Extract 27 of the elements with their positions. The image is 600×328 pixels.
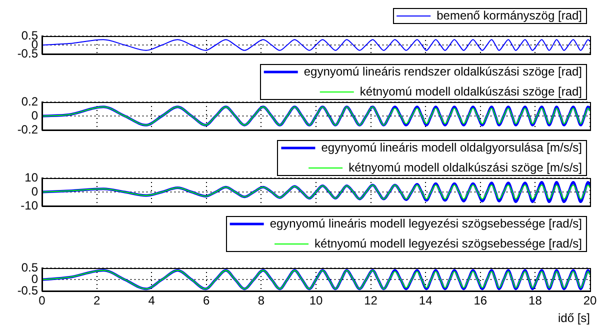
x-tick-label: 2	[93, 294, 100, 308]
y-tick-label: 0.5	[21, 260, 38, 274]
x-tick-label: 8	[258, 294, 265, 308]
x-tick-label: 10	[309, 294, 323, 308]
legend-label: egynyomú lineáris modell legyezési szögsebessége [rad/s]	[270, 216, 582, 230]
legend-label: egynyomú lineáris rendszer oldalkúszási szöge [rad]	[304, 64, 582, 78]
x-tick-label: 4	[148, 294, 156, 308]
y-tick-label: 0.2	[21, 94, 38, 108]
y-tick-label: 0	[31, 184, 38, 198]
legend-label: egynyomú lineáris modell oldalgyorsulása [m/s/s]	[321, 140, 582, 154]
legend-label: kétnyomú modell oldalkúszási szöge [rad]	[360, 84, 582, 98]
legend-label: kétnyomú modell legyezési szögsebessége [rad/s]	[314, 236, 582, 250]
y-tick-label: -0.2	[17, 122, 38, 136]
x-tick-label: 20	[583, 294, 597, 308]
x-tick-label: 6	[203, 294, 210, 308]
y-tick-label: -10	[20, 198, 38, 212]
y-tick-label: 0	[31, 108, 38, 122]
y-tick-label: 0	[31, 272, 38, 286]
x-tick-label: 16	[474, 294, 488, 308]
x-tick-label: 18	[528, 294, 542, 308]
legend-label: bemenő kormányszög [rad]	[436, 8, 582, 22]
legend-label: kétnyomú modell oldalkúszási szöge [m/s/s]	[348, 160, 582, 174]
x-axis-title: idő [s]	[558, 311, 590, 326]
y-tick-label: -0.5	[17, 284, 38, 298]
y-tick-label: 10	[24, 170, 38, 184]
x-tick-label: 12	[364, 294, 378, 308]
x-tick-label: 14	[418, 294, 433, 308]
